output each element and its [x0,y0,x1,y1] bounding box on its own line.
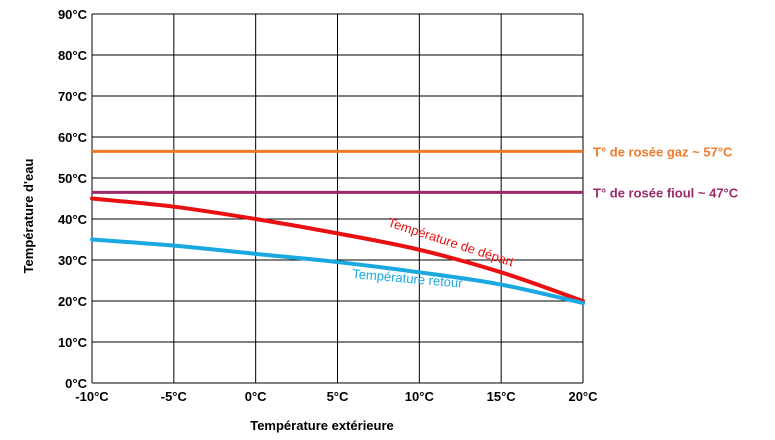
y-tick-label: 10°C [58,335,88,350]
x-tick-label: -10°C [75,389,109,404]
y-tick-label: 90°C [58,7,88,22]
reference-lines: T° de rosée gaz ~ 57°C T° de rosée fioul … [92,144,739,200]
x-tick-label: 5°C [327,389,349,404]
y-tick-label: 40°C [58,212,88,227]
y-tick-label: 20°C [58,294,88,309]
x-tick-label: 0°C [245,389,267,404]
tick-labels: 0°C 10°C 20°C 30°C 40°C 50°C 60°C 70°C 80°C 90°C -… [58,7,598,404]
series-line-retour [90,237,585,306]
series-line-depart [90,196,585,303]
y-axis-title: Température d'eau [21,159,36,274]
x-tick-label: 10°C [405,389,435,404]
y-tick-label: 50°C [58,171,88,186]
grid [91,13,584,384]
y-tick-label: 0°C [65,376,87,391]
y-tick-label: 80°C [58,48,88,63]
reference-line-label: T° de rosée gaz ~ 57°C [593,144,733,159]
series-group [90,196,585,306]
x-axis-title: Température extérieure [250,418,394,433]
y-tick-label: 30°C [58,253,88,268]
x-tick-label: 15°C [487,389,517,404]
x-tick-label: 20°C [568,389,598,404]
y-tick-label: 60°C [58,130,88,145]
series-label-depart: Température de départ [386,215,516,270]
x-tick-label: -5°C [161,389,188,404]
y-tick-label: 70°C [58,89,88,104]
reference-line-label: T° de rosée fioul ~ 47°C [593,185,739,200]
